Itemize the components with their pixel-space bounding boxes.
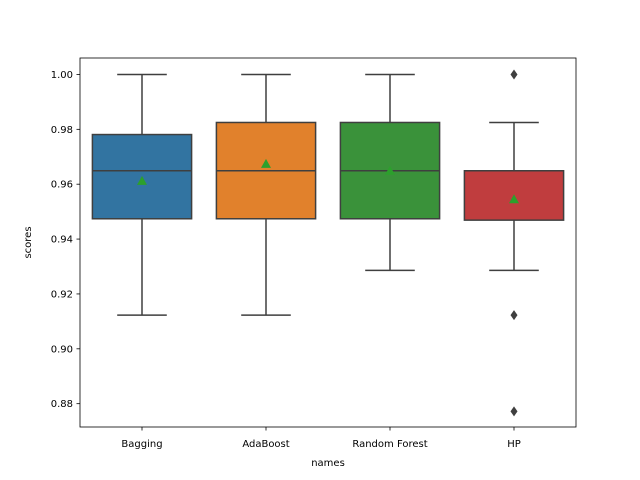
mean-marker [385,165,395,175]
box-group-3 [463,69,565,417]
box-group-2 [339,73,441,272]
y-axis-ticks: 0.88 0.90 0.92 0.94 0.96 0.98 1.00 [51,70,80,410]
x-tick-label: AdaBoost [242,439,289,450]
y-axis-label: scores [23,226,34,258]
box-group-1 [215,73,317,316]
y-tick-label: 0.98 [51,125,73,136]
y-tick-label: 0.88 [51,399,73,410]
y-tick-label: 0.96 [51,180,73,191]
mean-marker [261,158,271,168]
axes-frame [79,57,577,428]
mean-marker [509,194,519,204]
x-tick-label: Bagging [121,439,162,450]
y-tick-label: 0.92 [51,289,73,300]
mean-marker [137,175,147,185]
box-group-0 [91,73,193,316]
y-tick-label: 0.94 [51,235,73,246]
plot-area [91,69,565,417]
outlier-point [510,69,518,80]
outlier-point [510,406,518,417]
y-tick-label: 0.90 [51,344,73,355]
x-axis-ticks: Bagging AdaBoost Random Forest HP [121,427,521,450]
x-axis-label: names [311,458,345,469]
y-tick-label: 1.00 [51,70,73,81]
x-tick-label: HP [507,439,521,450]
x-tick-label: Random Forest [352,439,427,450]
outlier-point [510,310,518,321]
